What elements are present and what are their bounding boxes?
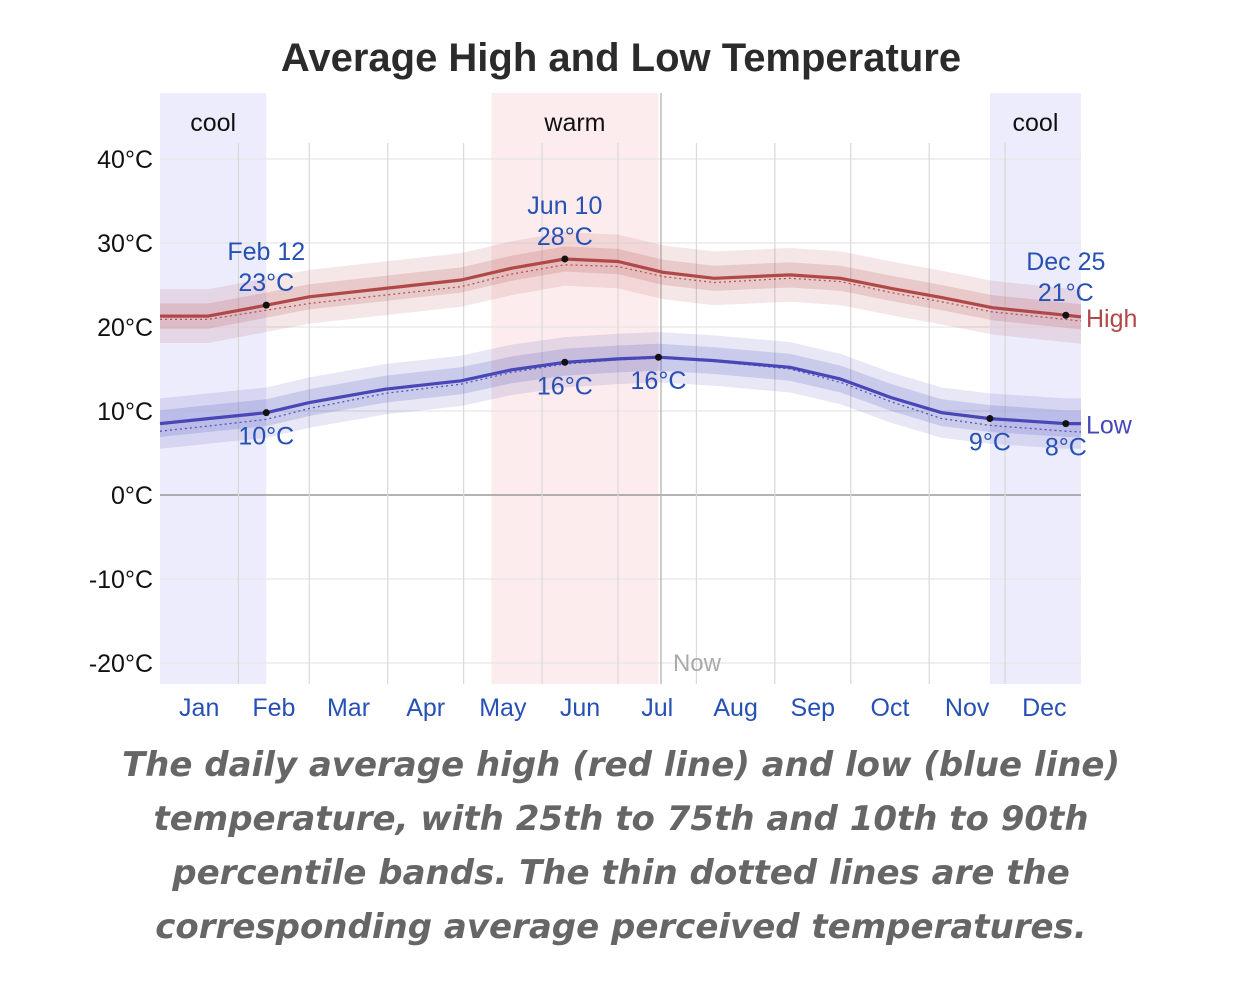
high-series-label: High [1086, 305, 1137, 333]
high-perceived-line [160, 264, 1082, 322]
annotation-point-high-2 [1062, 311, 1070, 319]
high-line [160, 257, 1082, 319]
season-label-warm-1: warm [543, 109, 605, 137]
annotation-label-low-6: 9°C [969, 429, 1011, 457]
annotation-point-low-4 [561, 358, 569, 366]
month-label-may: May [479, 694, 527, 722]
annotation-label-low-7: 8°C [1045, 434, 1087, 462]
low-line [159, 355, 1081, 426]
low-band-10-90 [160, 332, 1081, 449]
annotation-point-low-5 [654, 353, 662, 361]
y-tick-label: -10°C [89, 566, 153, 594]
y-tick-label: -20°C [89, 650, 153, 678]
season-label-cool-0: cool [190, 109, 236, 137]
month-label-feb: Feb [252, 694, 295, 722]
annotation-label-high-0: 23°C [238, 269, 294, 297]
season-label-cool-2: cool [1013, 109, 1059, 137]
season-band-cool-2 [989, 93, 1081, 684]
annotation-label-low-4: 16°C [537, 372, 593, 400]
chart-title: Average High and Low Temperature [280, 36, 962, 80]
month-label-jan: Jan [179, 694, 219, 722]
month-label-jun: Jun [560, 694, 600, 722]
month-label-dec: Dec [1022, 694, 1066, 722]
annotation-point-low-7 [1062, 420, 1070, 428]
annotation-label-low-3: 10°C [238, 423, 294, 451]
y-tick-label: 20°C [97, 314, 153, 342]
y-tick-label: 30°C [97, 230, 153, 258]
now-label: Now [673, 650, 722, 677]
month-label-nov: Nov [945, 694, 990, 722]
annotation-label-high-2: 21°C [1038, 279, 1094, 307]
high-band-10-90 [160, 232, 1081, 344]
annotation-point-low-6 [986, 415, 994, 423]
annotation-label-low-5: 16°C [631, 367, 687, 395]
low-band-25-75 [160, 343, 1081, 437]
month-label-mar: Mar [327, 694, 370, 722]
month-label-oct: Oct [871, 694, 910, 722]
y-tick-label: 40°C [97, 146, 153, 174]
annotation-label-high-0: Feb 12 [227, 238, 305, 266]
season-band-cool-0 [160, 93, 267, 684]
annotation-point-high-1 [561, 255, 569, 263]
month-label-apr: Apr [406, 694, 445, 722]
annotation-label-high-1: 28°C [537, 223, 593, 251]
annotation-point-high-0 [262, 301, 270, 309]
annotation-label-high-1: Jun 10 [527, 192, 602, 220]
chart-caption: The daily average high (red line) and lo… [121, 745, 1121, 947]
annotation-point-low-3 [262, 409, 270, 417]
annotation-label-high-2: Dec 25 [1026, 248, 1105, 276]
month-label-sep: Sep [791, 694, 835, 722]
low-series-label: Low [1086, 412, 1133, 440]
month-label-aug: Aug [713, 694, 757, 722]
y-tick-label: 10°C [97, 398, 153, 426]
y-tick-label: 0°C [111, 482, 153, 510]
temperature-chart: cool warm cool 40°C 30°C 20°C 10°C 0°C -10°C -20°… [89, 93, 1137, 722]
month-label-jul: Jul [641, 694, 673, 722]
season-band-warm-1 [491, 93, 659, 684]
